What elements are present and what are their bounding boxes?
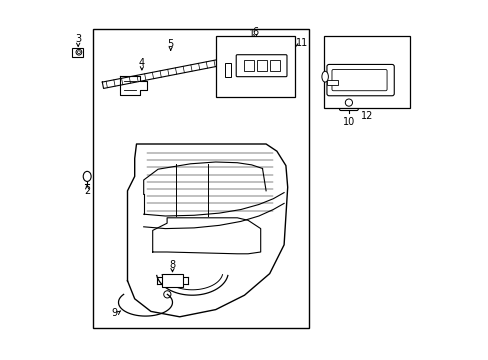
Text: 11: 11 (295, 38, 307, 48)
Bar (326, 80, 337, 85)
Text: 3: 3 (75, 34, 81, 44)
Text: 6: 6 (252, 27, 258, 37)
FancyBboxPatch shape (326, 64, 393, 96)
Bar (257, 60, 266, 71)
Ellipse shape (321, 71, 328, 82)
Bar (162, 274, 183, 287)
FancyBboxPatch shape (339, 95, 358, 111)
Bar (215, 36, 294, 97)
Bar (93, 29, 309, 328)
Ellipse shape (83, 171, 91, 181)
Bar (224, 63, 231, 77)
Text: 5: 5 (167, 39, 173, 49)
Text: 8: 8 (169, 260, 175, 270)
Text: 13: 13 (332, 44, 344, 54)
Text: 7: 7 (224, 86, 230, 96)
Text: 9: 9 (111, 308, 117, 318)
Bar (244, 60, 253, 71)
Text: 2: 2 (84, 186, 90, 196)
Bar (270, 60, 280, 71)
Bar (72, 48, 83, 57)
Text: 4: 4 (139, 58, 144, 68)
Text: 10: 10 (342, 117, 354, 127)
FancyBboxPatch shape (331, 69, 386, 91)
FancyBboxPatch shape (236, 55, 286, 77)
Text: 1: 1 (248, 29, 254, 39)
Bar (323, 36, 409, 108)
Text: 12: 12 (360, 111, 372, 121)
